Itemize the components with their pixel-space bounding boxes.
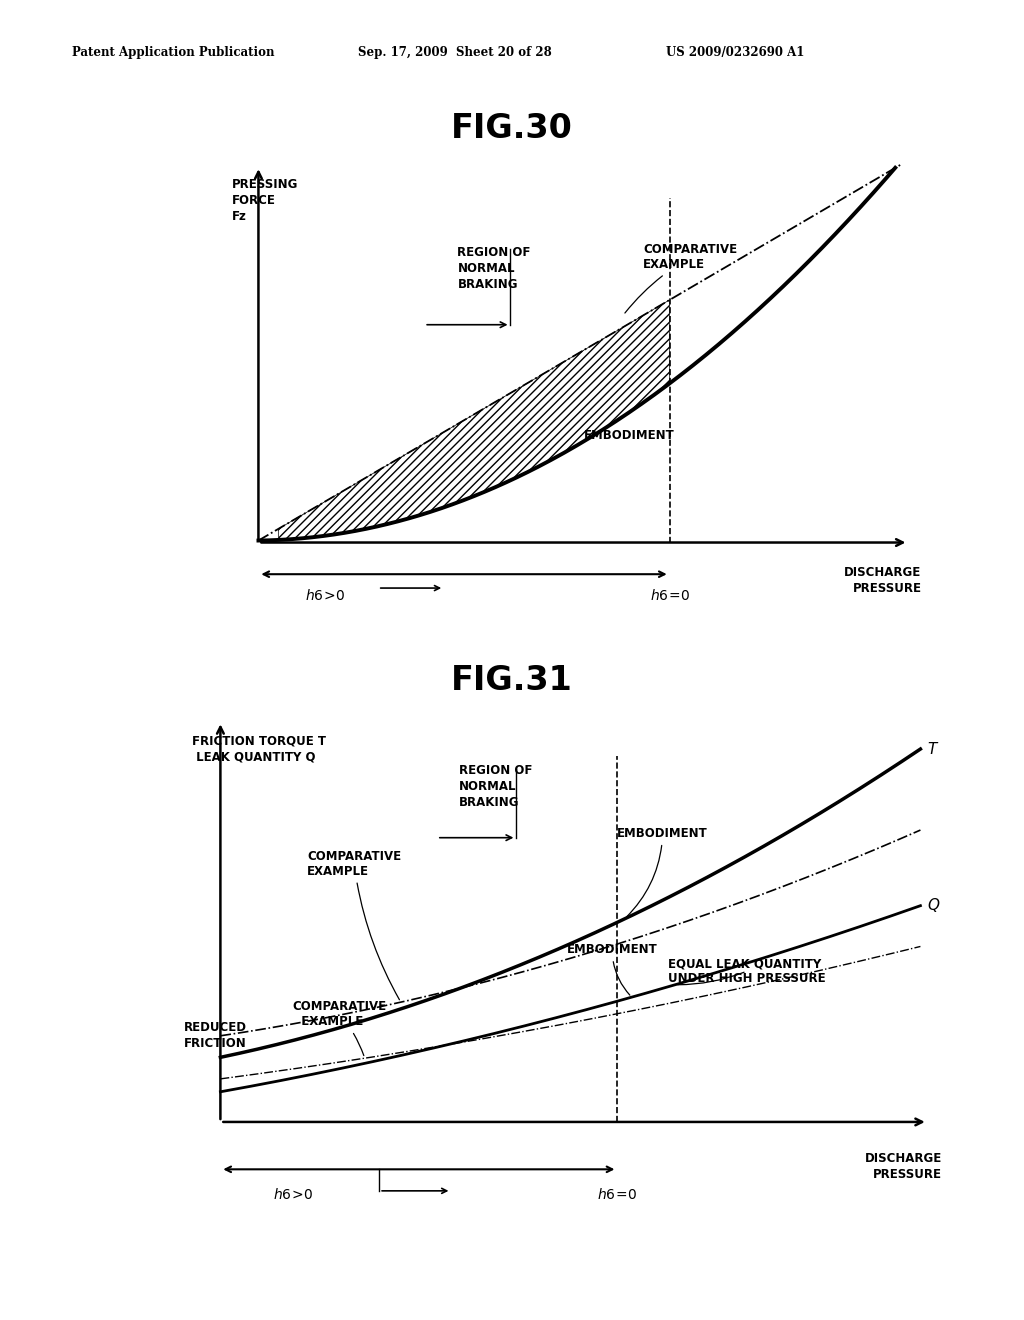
Text: Patent Application Publication: Patent Application Publication bbox=[72, 46, 274, 59]
Text: EMBODIMENT: EMBODIMENT bbox=[567, 944, 657, 995]
Text: FIG.31: FIG.31 bbox=[452, 664, 572, 697]
Text: EQUAL LEAK QUANTITY
UNDER HIGH PRESSURE: EQUAL LEAK QUANTITY UNDER HIGH PRESSURE bbox=[668, 957, 825, 985]
Text: $h6\!>\!0$: $h6\!>\!0$ bbox=[305, 589, 345, 603]
Text: $h6\!=\!0$: $h6\!=\!0$ bbox=[597, 1187, 637, 1201]
Text: FIG.30: FIG.30 bbox=[451, 112, 573, 145]
Text: REGION OF
NORMAL
BRAKING: REGION OF NORMAL BRAKING bbox=[458, 246, 530, 290]
Text: REDUCED
FRICTION: REDUCED FRICTION bbox=[184, 1022, 248, 1051]
Text: DISCHARGE
PRESSURE: DISCHARGE PRESSURE bbox=[865, 1152, 942, 1181]
Text: Q: Q bbox=[928, 898, 940, 913]
Text: EMBODIMENT: EMBODIMENT bbox=[584, 429, 674, 442]
Text: Sep. 17, 2009  Sheet 20 of 28: Sep. 17, 2009 Sheet 20 of 28 bbox=[358, 46, 552, 59]
Text: COMPARATIVE
  EXAMPLE: COMPARATIVE EXAMPLE bbox=[293, 1001, 387, 1056]
Text: T: T bbox=[928, 742, 937, 756]
Text: FRICTION TORQUE T
 LEAK QUANTITY Q: FRICTION TORQUE T LEAK QUANTITY Q bbox=[191, 734, 326, 763]
Text: PRESSING
FORCE
Fz: PRESSING FORCE Fz bbox=[231, 178, 298, 223]
Text: $h6\!>\!0$: $h6\!>\!0$ bbox=[272, 1187, 312, 1201]
Text: COMPARATIVE
EXAMPLE: COMPARATIVE EXAMPLE bbox=[307, 850, 401, 999]
Text: REGION OF
NORMAL
BRAKING: REGION OF NORMAL BRAKING bbox=[459, 764, 531, 809]
Text: COMPARATIVE
EXAMPLE: COMPARATIVE EXAMPLE bbox=[625, 243, 737, 313]
Text: EMBODIMENT: EMBODIMENT bbox=[617, 826, 708, 917]
Text: $h6\!=\!0$: $h6\!=\!0$ bbox=[649, 589, 689, 603]
Text: US 2009/0232690 A1: US 2009/0232690 A1 bbox=[666, 46, 804, 59]
Text: DISCHARGE
PRESSURE: DISCHARGE PRESSURE bbox=[845, 566, 922, 595]
